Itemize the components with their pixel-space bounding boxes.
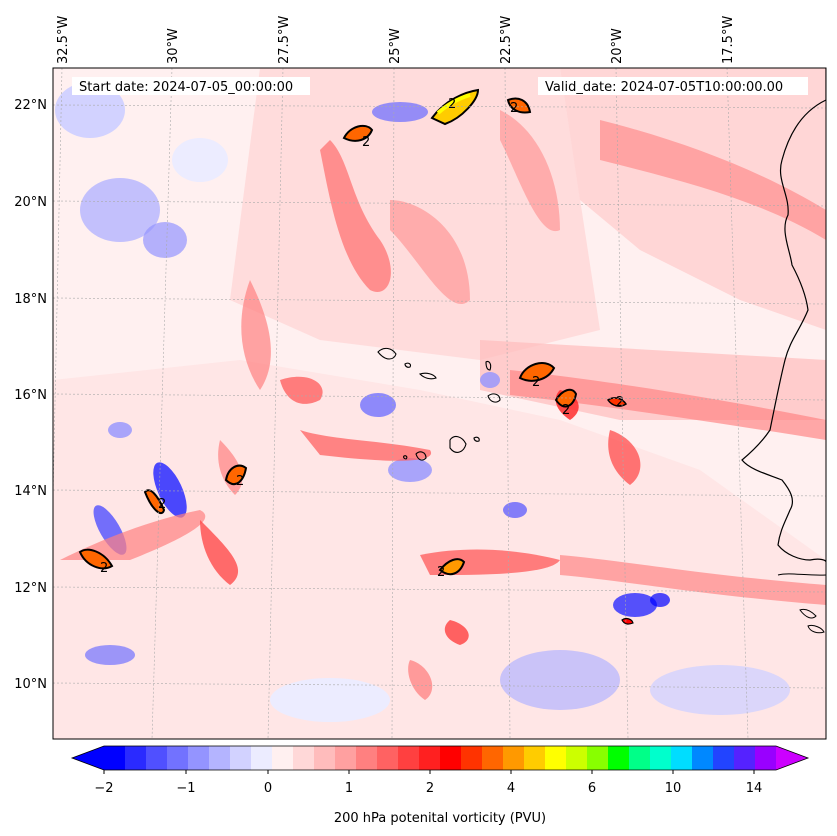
latitude-label: 20°N [14, 195, 47, 210]
map-frame [52, 67, 827, 740]
colorbar-segment [104, 746, 126, 770]
colorbar-segment [146, 746, 168, 770]
colorbar-tick-label: 2 [426, 781, 434, 796]
latitude-label: 10°N [14, 677, 47, 692]
contour-label: 2 [510, 101, 518, 116]
contour-label: 2 [437, 565, 445, 580]
colorbar-segment [524, 746, 546, 770]
contour-label: 2 [616, 395, 624, 410]
colorbar [70, 745, 810, 771]
contour-label: 2 [158, 497, 166, 512]
colorbar-segment [167, 746, 189, 770]
latitude-label: 14°N [14, 484, 47, 499]
colorbar-segment [356, 746, 378, 770]
colorbar-segment [587, 746, 609, 770]
colorbar-segment [461, 746, 483, 770]
colorbar-ticks: −2 −1 0 1 2 4 6 10 14 [94, 770, 762, 796]
longitude-label: 17.5°W [721, 16, 736, 64]
colorbar-segment [671, 746, 693, 770]
colorbar-segment [503, 746, 525, 770]
valid-date-label: Valid_date: 2024-07-05T10:00:00.00 [545, 80, 783, 95]
colorbar-segment [314, 746, 336, 770]
colorbar-segment [440, 746, 462, 770]
colorbar-segment [377, 746, 399, 770]
longitude-label: 22.5°W [499, 16, 514, 64]
colorbar-tick-label: −2 [94, 781, 113, 796]
colorbar-segment [713, 746, 735, 770]
colorbar-segment [398, 746, 420, 770]
contour-label: 2 [532, 375, 540, 390]
colorbar-label: 200 hPa potenital vorticity (PVU) [334, 811, 546, 826]
latitude-label: 22°N [14, 98, 47, 113]
colorbar-extend-high [776, 746, 808, 770]
longitude-label: 25°W [388, 28, 403, 64]
colorbar-extend-low [72, 746, 104, 770]
colorbar-segment [335, 746, 357, 770]
colorbar-segment [650, 746, 672, 770]
contour-label: 2 [362, 135, 370, 150]
colorbar-segment [125, 746, 147, 770]
longitude-label: 27.5°W [277, 16, 292, 64]
colorbar-tick-label: 1 [345, 781, 353, 796]
graticule [53, 68, 826, 739]
africa-coastline [741, 68, 826, 563]
start-date-label: Start date: 2024-07-05_00:00:00 [79, 80, 293, 95]
colorbar-segment [566, 746, 588, 770]
contour-label: 2 [562, 403, 570, 418]
colorbar-segment [251, 746, 273, 770]
colorbar-tick-label: 4 [507, 781, 515, 796]
colorbar-segment [734, 746, 756, 770]
longitude-label: 30°W [166, 28, 181, 64]
colorbar-segment [419, 746, 441, 770]
colorbar-segment [188, 746, 210, 770]
contour-label: 2 [236, 474, 244, 489]
colorbar-segment [692, 746, 714, 770]
latitude-label: 16°N [14, 388, 47, 403]
colorbar-segment [482, 746, 504, 770]
valid-date-box [538, 77, 808, 95]
longitude-label: 32.5°W [56, 16, 71, 64]
latitude-label: 18°N [14, 292, 47, 307]
colorbar-segment [272, 746, 294, 770]
longitude-labels: 32.5°W 30°W 27.5°W 25°W 22.5°W 20°W 17.5°W [56, 16, 736, 64]
latitude-label: 12°N [14, 581, 47, 596]
colorbar-segment [608, 746, 630, 770]
longitude-label: 20°W [610, 28, 625, 64]
colorbar-segment [629, 746, 651, 770]
pv-field: 2 2 2 2 2 2 2 2 2 2 [53, 68, 826, 739]
colorbar-tick-label: 10 [665, 781, 682, 796]
colorbar-segment [293, 746, 315, 770]
contour-label: 2 [448, 97, 456, 112]
cape-verde-islands [377, 347, 501, 461]
colorbar-tick-label: 6 [588, 781, 596, 796]
colorbar-tick-label: 14 [746, 781, 763, 796]
colorbar-tick-label: 0 [264, 781, 272, 796]
colorbar-segment [230, 746, 252, 770]
latitude-labels: 22°N 20°N 18°N 16°N 14°N 12°N 10°N [14, 98, 47, 692]
colorbar-segment [545, 746, 567, 770]
colorbar-tick-label: −1 [176, 781, 195, 796]
start-date-box [72, 77, 310, 95]
contour-label: 2 [100, 561, 108, 576]
colorbar-segment [209, 746, 231, 770]
colorbar-segment [755, 746, 777, 770]
